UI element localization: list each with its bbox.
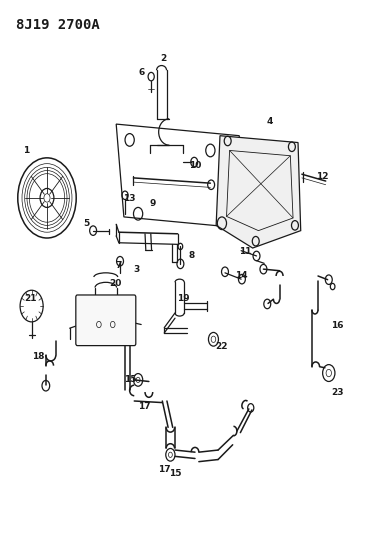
Text: 5: 5: [83, 219, 90, 228]
Text: 8J19 2700A: 8J19 2700A: [16, 18, 100, 31]
Text: 15: 15: [124, 375, 136, 384]
Text: 16: 16: [331, 321, 344, 330]
Text: 4: 4: [267, 117, 273, 126]
Text: 13: 13: [123, 195, 136, 204]
Text: 11: 11: [239, 247, 251, 256]
FancyBboxPatch shape: [76, 295, 136, 345]
Text: 2: 2: [160, 54, 167, 63]
Text: 10: 10: [189, 161, 201, 169]
Text: 6: 6: [138, 68, 144, 77]
Polygon shape: [216, 136, 301, 248]
Text: 21: 21: [24, 294, 37, 303]
Text: 7: 7: [116, 261, 122, 270]
Text: 23: 23: [331, 387, 344, 397]
Text: 17: 17: [138, 402, 151, 411]
Text: 1: 1: [23, 146, 29, 155]
Text: 12: 12: [316, 172, 328, 181]
Text: 20: 20: [109, 279, 121, 288]
Text: 19: 19: [177, 294, 190, 303]
Text: 14: 14: [235, 271, 247, 280]
Text: 17: 17: [158, 465, 170, 474]
Text: 22: 22: [215, 342, 227, 351]
Text: 3: 3: [133, 265, 140, 273]
Text: 18: 18: [32, 352, 44, 361]
Text: 8: 8: [188, 252, 194, 261]
Text: 15: 15: [169, 469, 181, 478]
Text: 9: 9: [149, 199, 156, 208]
